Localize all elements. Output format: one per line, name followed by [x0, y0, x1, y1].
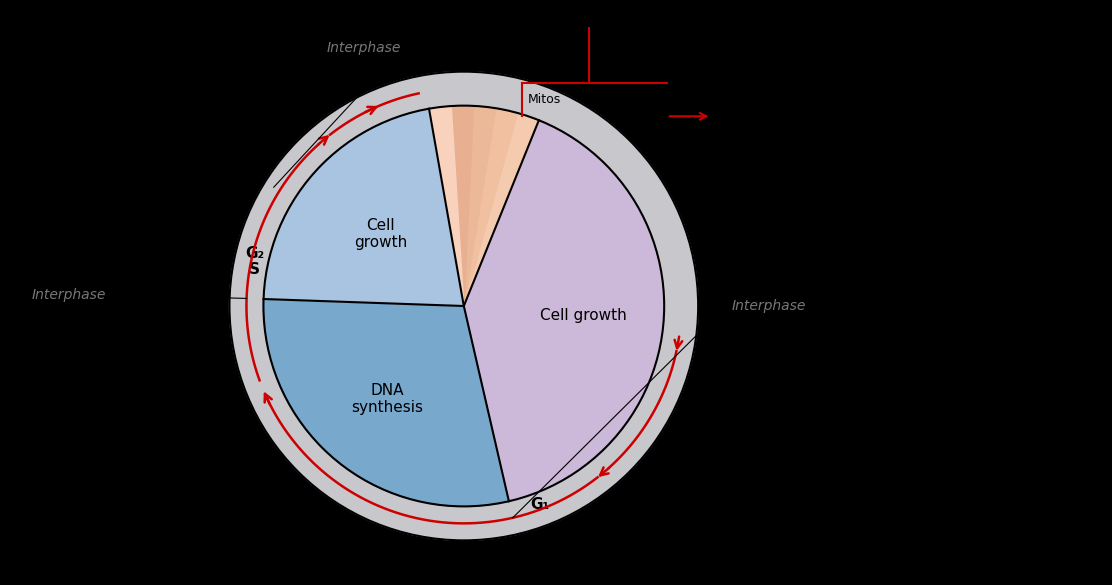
- Text: Interphase: Interphase: [327, 41, 400, 55]
- Circle shape: [264, 106, 664, 507]
- Wedge shape: [464, 113, 539, 306]
- Circle shape: [229, 71, 698, 541]
- Text: Cell
growth: Cell growth: [354, 218, 407, 250]
- Text: Interphase: Interphase: [732, 299, 806, 313]
- Text: G₁: G₁: [530, 497, 549, 512]
- Wedge shape: [464, 108, 518, 306]
- Wedge shape: [264, 109, 464, 306]
- Text: Cytokinesis: Cytokinesis: [589, 93, 662, 106]
- Text: G₂: G₂: [245, 246, 265, 261]
- Text: S: S: [249, 261, 260, 277]
- Text: Cell growth: Cell growth: [540, 308, 627, 323]
- Text: Mitos: Mitos: [527, 93, 560, 106]
- Text: Interphase: Interphase: [32, 288, 107, 302]
- Text: DNA
synthesis: DNA synthesis: [351, 383, 424, 415]
- Wedge shape: [464, 106, 496, 306]
- Wedge shape: [429, 106, 464, 306]
- Text: Formation
No daughter
cells: Formation No daughter cells: [717, 95, 795, 138]
- Text: Mitosis: Mitosis: [557, 0, 620, 13]
- Wedge shape: [464, 121, 664, 501]
- Wedge shape: [264, 299, 509, 507]
- Wedge shape: [451, 106, 474, 306]
